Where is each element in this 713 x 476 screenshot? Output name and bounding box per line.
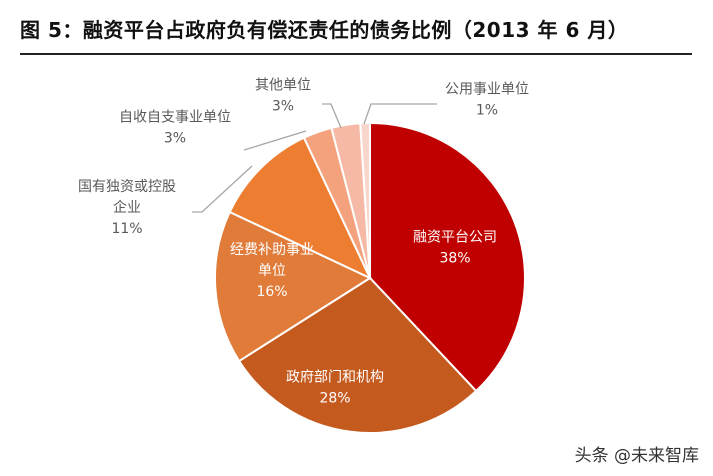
pie-slice-4 bbox=[228, 136, 373, 281]
leader-lines bbox=[192, 103, 437, 213]
slice-percent: 28% bbox=[319, 391, 350, 407]
slice-name: 融资平台公司 bbox=[413, 230, 497, 246]
slice-label-5: 自收自支事业单位 3% bbox=[119, 110, 231, 147]
slice-name: 经费补助事业 bbox=[230, 242, 314, 258]
slice-percent: 3% bbox=[272, 99, 294, 115]
slice-name: 自收自支事业单位 bbox=[119, 110, 231, 126]
slice-percent: 38% bbox=[439, 251, 470, 267]
leader-line-6 bbox=[322, 103, 342, 129]
slice-label-7: 公用事业单位 1% bbox=[445, 82, 529, 119]
slice-name: 单位 bbox=[258, 263, 286, 279]
slice-name: 公用事业单位 bbox=[445, 82, 529, 98]
slice-name: 政府部门和机构 bbox=[286, 370, 384, 386]
slice-label-2: 政府部门和机构 28% bbox=[286, 370, 384, 407]
slice-labels: 融资平台公司 38% 政府部门和机构 28% 经费补助事业单位 16% 国有独资或控股企业 1… bbox=[78, 78, 529, 407]
pie-slice-2 bbox=[237, 276, 478, 434]
slice-label-4: 国有独资或控股企业 11% bbox=[78, 179, 176, 237]
slice-percent: 1% bbox=[476, 103, 498, 119]
pie-slices bbox=[213, 121, 526, 434]
slice-percent: 16% bbox=[256, 284, 287, 300]
pie-slice-7 bbox=[359, 121, 371, 279]
leader-line-4 bbox=[192, 165, 253, 213]
slice-label-3: 经费补助事业单位 16% bbox=[230, 242, 314, 300]
watermark: 头条 @未来智库 bbox=[575, 441, 699, 466]
slice-label-6: 其他单位 3% bbox=[255, 78, 311, 115]
slice-label-1: 融资平台公司 38% bbox=[413, 230, 497, 267]
title-underline bbox=[20, 53, 692, 55]
slice-name: 国有独资或控股 bbox=[78, 179, 176, 195]
watermark-text: 头条 @未来智库 bbox=[574, 446, 699, 466]
leader-line-7 bbox=[363, 103, 437, 125]
chart-title: 图 5：融资平台占政府负有偿还责任的债务比例（2013 年 6 月） bbox=[20, 18, 629, 42]
pie-slice-1 bbox=[369, 121, 526, 393]
pie-slice-3 bbox=[213, 210, 373, 363]
slice-percent: 3% bbox=[164, 131, 186, 147]
slice-percent: 11% bbox=[111, 221, 142, 237]
leader-line-5 bbox=[243, 130, 307, 151]
slice-name: 其他单位 bbox=[255, 78, 311, 94]
slice-name: 企业 bbox=[113, 199, 141, 216]
